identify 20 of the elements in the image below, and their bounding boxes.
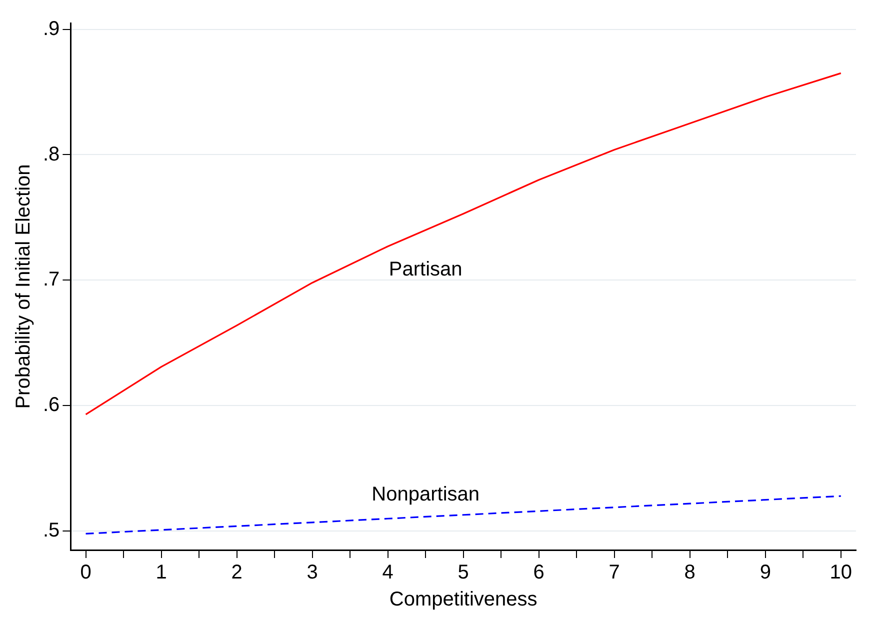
y-tick-label: .7 xyxy=(42,268,60,291)
y-tick-label: .9 xyxy=(42,18,60,40)
x-tick-label: 9 xyxy=(760,562,771,584)
x-tick-label: 2 xyxy=(231,562,242,584)
x-tick-label: 10 xyxy=(830,562,852,584)
y-axis-title: Probability of Initial Election xyxy=(12,164,35,409)
series-label: Nonpartisan xyxy=(372,483,480,506)
x-tick-label: 3 xyxy=(306,562,318,584)
y-tick-label: .5 xyxy=(42,520,60,542)
x-axis-title: Competitiveness xyxy=(389,588,538,611)
y-tick-label: .6 xyxy=(42,394,60,416)
x-tick-label: 5 xyxy=(458,562,469,584)
y-tick-label: .8 xyxy=(42,143,60,166)
x-tick-label: 4 xyxy=(382,562,394,584)
series-label: Partisan xyxy=(388,258,462,281)
x-tick-label: 1 xyxy=(156,562,167,584)
x-tick-label: 0 xyxy=(80,562,92,584)
x-tick-label: 6 xyxy=(533,562,544,584)
x-tick-label: 7 xyxy=(608,562,620,584)
x-tick-label: 8 xyxy=(684,562,696,584)
